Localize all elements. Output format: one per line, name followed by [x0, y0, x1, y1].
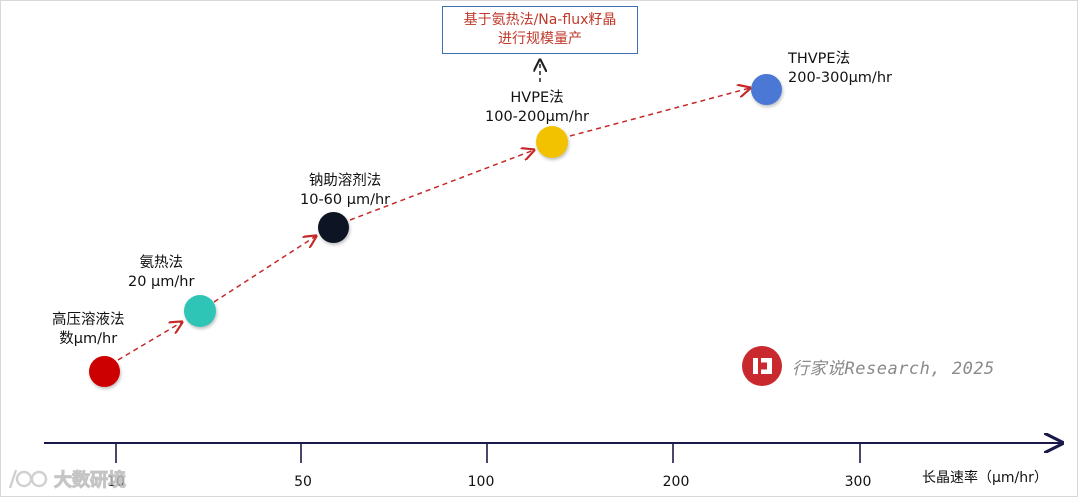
- method-rate: 100-200μm/hr: [485, 109, 589, 125]
- method-rate: 10-60 μm/hr: [300, 192, 391, 208]
- note-line-2: 进行规模量产: [498, 31, 582, 47]
- brand-logo-icon: [742, 346, 782, 386]
- node-na-flux: [318, 212, 349, 243]
- label-high-pressure-solution: 高压溶液法 数μm/hr: [52, 311, 125, 349]
- mass-production-note: 基于氨热法/Na-flux籽晶 进行规模量产: [442, 6, 638, 54]
- watermark-text: 大数研境: [54, 470, 127, 492]
- note-line-1: 基于氨热法/Na-flux籽晶: [463, 12, 617, 28]
- method-name: 高压溶液法: [52, 312, 125, 328]
- method-name: 氨热法: [139, 255, 183, 271]
- arrow-3-to-4: [349, 150, 534, 221]
- node-thvpe: [751, 74, 782, 105]
- method-rate: 20 μm/hr: [128, 274, 195, 290]
- label-ammonothermal: 氨热法 20 μm/hr: [128, 254, 194, 292]
- node-ammonothermal: [184, 295, 216, 327]
- arrow-1-to-2: [117, 322, 182, 361]
- x-tick-label-10: 10: [107, 474, 125, 490]
- method-name: HVPE法: [510, 90, 564, 106]
- watermark: 大数研境: [6, 465, 127, 493]
- x-tick-label-100: 100: [467, 474, 495, 490]
- brand-credit: 行家说Research, 2025: [742, 346, 995, 386]
- method-name: THVPE法: [788, 51, 851, 67]
- watermark-logo-icon: [8, 469, 48, 489]
- method-rate: 数μm/hr: [59, 331, 118, 347]
- x-axis-title: 长晶速率（μm/hr）: [922, 470, 1048, 486]
- brand-text: 行家说Research, 2025: [792, 358, 995, 379]
- method-rate: 200-300μm/hr: [788, 70, 892, 86]
- x-tick-label-50: 50: [294, 474, 312, 490]
- x-axis: [44, 443, 1062, 463]
- arrow-2-to-3: [213, 236, 316, 303]
- node-high-pressure-solution: [89, 356, 120, 387]
- label-thvpe: THVPE法 200-300μm/hr: [788, 50, 892, 88]
- x-tick-label-200: 200: [662, 474, 690, 490]
- label-na-flux: 钠助溶剂法 10-60 μm/hr: [300, 172, 390, 210]
- arrow-4-to-5: [569, 88, 750, 137]
- node-hvpe: [536, 126, 568, 158]
- x-tick-label-300: 300: [844, 474, 872, 490]
- label-hvpe: HVPE法 100-200μm/hr: [485, 89, 589, 127]
- progression-arrows: [117, 88, 750, 361]
- method-name: 钠助溶剂法: [308, 173, 382, 189]
